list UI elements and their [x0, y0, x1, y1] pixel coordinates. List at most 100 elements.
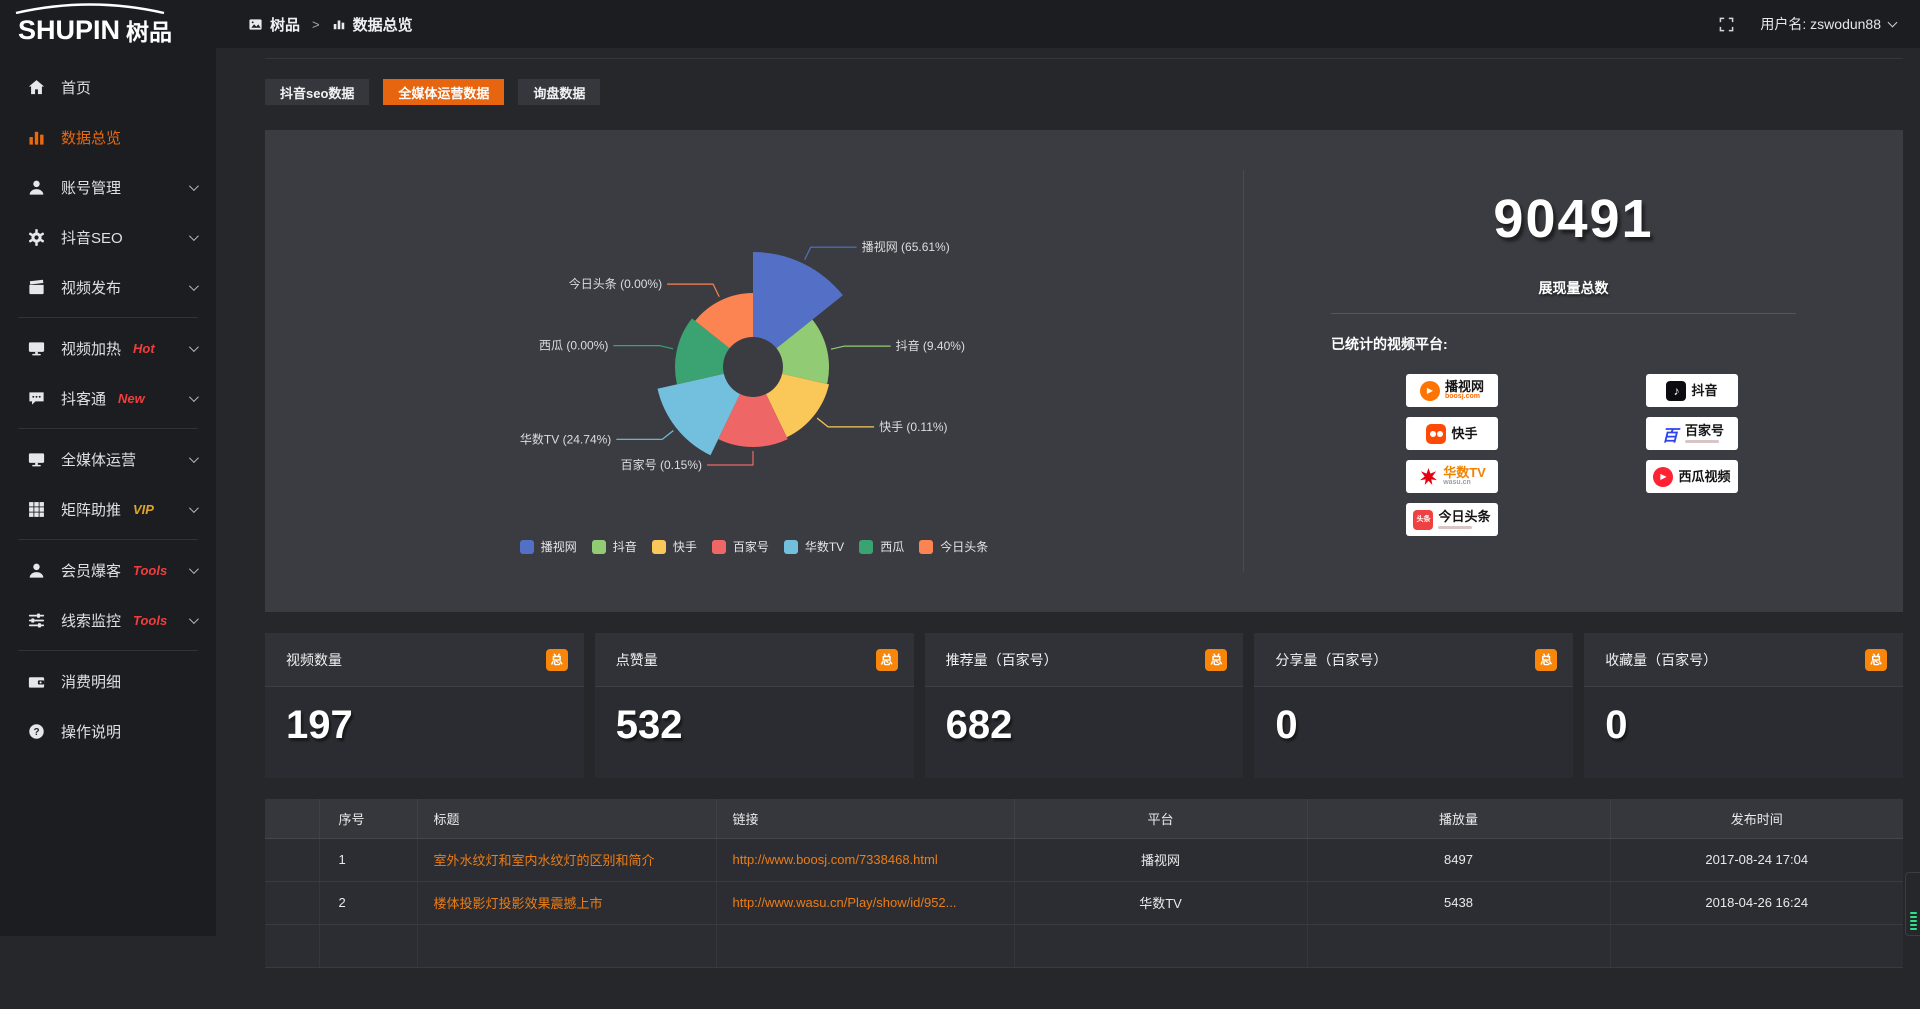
- legend-label: 抖音: [612, 540, 637, 554]
- platform-badge-抖音[interactable]: ♪ 抖音: [1646, 374, 1738, 407]
- platforms-title: 已统计的视频平台:: [1331, 336, 1448, 352]
- sidebar-item-视频加热[interactable]: 视频加热 Hot: [0, 323, 216, 373]
- breadcrumb-site-icon: [248, 17, 263, 32]
- pie-slice-播视网[interactable]: [753, 252, 843, 349]
- platform-badge-label: 今日头条: [1438, 509, 1491, 525]
- video-url-link[interactable]: http://www.boosj.com/7338468.html: [732, 852, 938, 867]
- home-icon: [28, 79, 45, 94]
- pie-slice-快手[interactable]: [766, 373, 829, 438]
- user-icon: [29, 180, 44, 195]
- video-title-link[interactable]: 室外水纹灯和室内水纹灯的区别和简介: [433, 853, 655, 868]
- legend-item-华数TV[interactable]: 华数TV: [783, 538, 844, 555]
- pie-slice-华数TV[interactable]: [657, 373, 741, 456]
- total-badge[interactable]: 总: [545, 648, 568, 671]
- legend-item-快手[interactable]: 快手: [651, 538, 697, 555]
- chat-icon: [29, 391, 44, 405]
- stat-card-title: 点赞量: [615, 651, 658, 668]
- legend-label: 百家号: [732, 540, 769, 554]
- platform-badge-快手[interactable]: 快手: [1406, 417, 1498, 450]
- member-icon: [29, 563, 44, 578]
- sidebar-item-全媒体运营[interactable]: 全媒体运营: [0, 434, 216, 484]
- app-logo[interactable]: SHUPIN 树品: [0, 0, 216, 48]
- platform-badge-播视网[interactable]: ▶ 播视网 boosj.com: [1406, 374, 1498, 407]
- platform-badge-subtext: wasu.cn: [1443, 479, 1471, 487]
- column-header-播放量: 播放量: [1307, 799, 1611, 839]
- chevron-down-icon: [188, 391, 199, 402]
- fullscreen-icon[interactable]: [1719, 17, 1734, 32]
- platform-badge-华数TV[interactable]: 华数TV wasu.cn: [1406, 460, 1498, 493]
- video-title-link[interactable]: 楼体投影灯投影效果震撼上市: [433, 896, 603, 911]
- summary-area: 90491 展现量总数 已统计的视频平台: ▶ 播视网 boosj.com 快手 华数T…: [1244, 130, 1903, 612]
- stat-card-value: 682: [945, 703, 1013, 747]
- column-header-链接: 链接: [716, 799, 1015, 839]
- select-all-cell: [265, 799, 320, 839]
- total-badge[interactable]: 总: [1205, 648, 1228, 671]
- breadcrumb-item-current[interactable]: 数据总览: [352, 16, 413, 34]
- sidebar-item-消费明细[interactable]: 消费明细: [0, 656, 216, 706]
- sidebar-item-操作说明[interactable]: ? 操作说明: [0, 706, 216, 756]
- legend-item-西瓜[interactable]: 西瓜: [859, 538, 904, 555]
- username-label[interactable]: 用户名: zswodun88: [1760, 16, 1881, 32]
- sidebar-item-label: 首页: [61, 79, 92, 97]
- legend-item-今日头条[interactable]: 今日头条: [919, 538, 988, 555]
- legend-swatch: [919, 539, 934, 554]
- platform-badge-今日头条[interactable]: 头条 今日头条: [1406, 503, 1498, 536]
- sidebar-item-badge: New: [118, 390, 145, 406]
- pie-slice-西瓜[interactable]: [675, 318, 730, 385]
- sidebar-item-label: 抖音SEO: [61, 229, 123, 247]
- sidebar-item-视频发布[interactable]: 视频发布: [0, 262, 216, 312]
- pie-label-line: [613, 345, 674, 350]
- legend-item-抖音[interactable]: 抖音: [591, 538, 637, 555]
- pie-label-快手: 快手 (0.11%): [879, 420, 947, 434]
- sidebar-item-会员爆客[interactable]: 会员爆客 Tools: [0, 545, 216, 595]
- platform-badge-百家号[interactable]: 百百家号: [1646, 417, 1738, 450]
- pie-label-抖音: 抖音 (9.40%): [896, 338, 965, 353]
- sidebar-item-首页[interactable]: 首页: [0, 62, 216, 112]
- pie-slice-今日头条[interactable]: [695, 293, 753, 349]
- sidebar-item-label: 视频发布: [61, 279, 122, 297]
- tab-抖音seo数据[interactable]: 抖音seo数据: [265, 79, 370, 105]
- topbar-right: 用户名: zswodun88: [1719, 14, 1898, 34]
- total-impressions-label: 展现量总数: [1538, 280, 1609, 296]
- chart-icon: [29, 131, 44, 145]
- stat-card-header: 推荐量（百家号） 总: [924, 633, 1244, 687]
- user-menu-chevron-icon[interactable]: [1887, 17, 1898, 28]
- topbar: 树品 > 数据总览 用户名: zswodun88: [216, 0, 1920, 48]
- sidebar-divider: [18, 539, 198, 540]
- platform-badge-label: 西瓜视频: [1678, 468, 1731, 484]
- sidebar-item-抖音SEO[interactable]: 抖音SEO: [0, 212, 216, 262]
- total-badge[interactable]: 总: [1535, 648, 1558, 671]
- sidebar-item-数据总览[interactable]: 数据总览: [0, 112, 216, 162]
- stat-card-收藏量-百家号-: 收藏量（百家号） 总 0: [1584, 633, 1903, 778]
- pie-slice-百家号[interactable]: [718, 394, 788, 448]
- pie-slice-抖音[interactable]: [776, 319, 830, 384]
- legend-item-播视网[interactable]: 播视网: [519, 538, 577, 555]
- platform-badge-西瓜视频[interactable]: ▶ 西瓜视频: [1646, 460, 1738, 493]
- total-badge[interactable]: 总: [875, 648, 898, 671]
- tab-询盘数据[interactable]: 询盘数据: [518, 79, 601, 105]
- sidebar-item-账号管理[interactable]: 账号管理: [0, 162, 216, 212]
- stat-card-title: 收藏量（百家号）: [1605, 651, 1718, 668]
- tab-全媒体运营数据[interactable]: 全媒体运营数据: [383, 79, 505, 105]
- platform-badge-column-right: ♪ 抖音百百家号 ▶ 西瓜视频: [1646, 374, 1738, 493]
- legend-swatch: [711, 539, 726, 554]
- sidebar-item-badge: Tools: [133, 562, 168, 578]
- cell-platform: 华数TV: [1014, 881, 1308, 925]
- page-scroll-widget[interactable]: [1905, 872, 1920, 936]
- breadcrumb-item-home[interactable]: 树品: [270, 16, 301, 34]
- cell-views: 8497: [1307, 838, 1611, 882]
- legend-item-百家号[interactable]: 百家号: [711, 538, 769, 555]
- sidebar-divider: [18, 650, 198, 651]
- sidebar-item-线索监控[interactable]: 线索监控 Tools: [0, 595, 216, 645]
- column-header-序号: 序号: [319, 799, 418, 839]
- legend-label: 快手: [672, 540, 697, 554]
- total-badge[interactable]: 总: [1864, 648, 1887, 671]
- kuaishou-logo-icon: [1426, 423, 1447, 444]
- platform-badge-label: 抖音: [1691, 382, 1718, 398]
- legend-label: 西瓜: [880, 540, 905, 554]
- sidebar-item-矩阵助推[interactable]: 矩阵助推 VIP: [0, 484, 216, 534]
- video-url-link[interactable]: http://www.wasu.cn/Play/show/id/952...: [732, 895, 957, 910]
- stat-card-title: 分享量（百家号）: [1275, 651, 1388, 668]
- sidebar-item-抖客通[interactable]: 抖客通 New: [0, 373, 216, 423]
- pie-label-line: [804, 246, 857, 261]
